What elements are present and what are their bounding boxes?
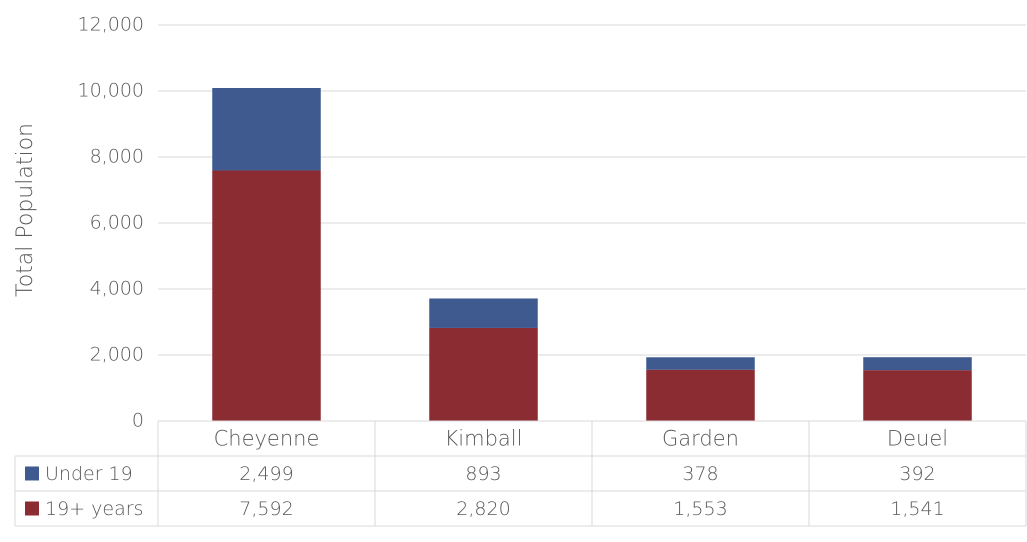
table-value: 392 (899, 463, 935, 485)
bar-segment (429, 298, 538, 328)
legend-swatch (25, 466, 39, 481)
bar-segment (646, 369, 755, 421)
legend-label: 19+ years (45, 498, 143, 520)
y-tick-label: 10,000 (78, 80, 144, 102)
y-tick-label: 2,000 (90, 344, 144, 366)
bar-segment (212, 87, 321, 171)
table-value: 7,592 (239, 498, 293, 520)
x-tick-label: Garden (662, 427, 739, 451)
y-tick-label: 6,000 (90, 212, 144, 234)
y-tick-label: 0 (132, 410, 144, 432)
y-axis-label: Total Population (13, 123, 38, 297)
bar-segment (863, 370, 972, 421)
table-value: 1,541 (890, 498, 944, 520)
x-tick-label: Deuel (887, 427, 948, 451)
x-tick-label: Cheyenne (214, 427, 320, 451)
y-tick-label: 12,000 (78, 14, 144, 36)
bar-segment (429, 327, 538, 421)
y-tick-label: 8,000 (90, 146, 144, 168)
table-value: 378 (682, 463, 718, 485)
table-value: 893 (465, 463, 501, 485)
table-value: 1,553 (673, 498, 727, 520)
bar-segment (863, 357, 972, 371)
y-tick-label: 4,000 (90, 278, 144, 300)
legend-swatch (25, 501, 39, 516)
bar-segment (646, 357, 755, 370)
legend-label: Under 19 (45, 463, 133, 485)
table-value: 2,499 (239, 463, 293, 485)
table-value: 2,820 (456, 498, 510, 520)
x-tick-label: Kimball (445, 427, 523, 451)
bar-segment (212, 170, 321, 421)
